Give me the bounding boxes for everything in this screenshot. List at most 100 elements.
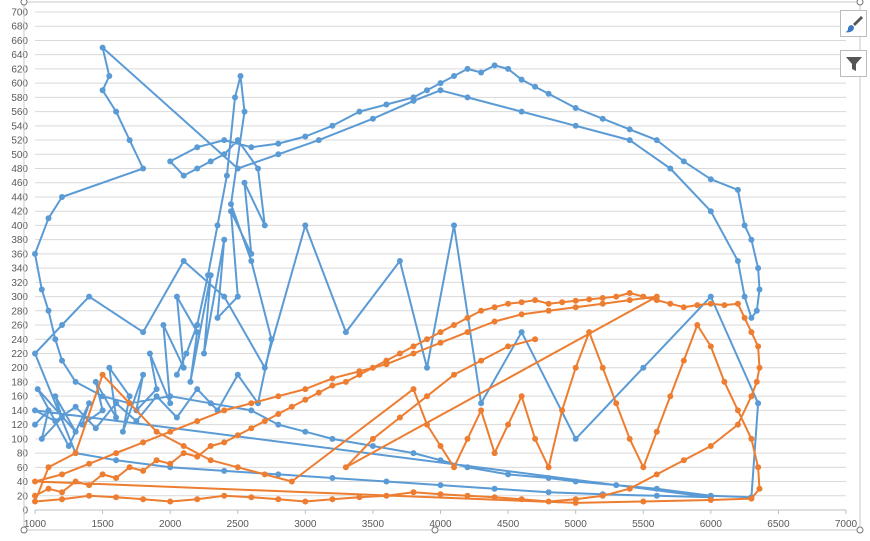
series-1-point (572, 478, 579, 485)
y-tick-label: 140 (11, 406, 28, 417)
series-1-point (356, 108, 363, 115)
series-1-point (167, 400, 174, 407)
series-2-point (599, 300, 606, 307)
series-1-point (315, 137, 322, 144)
series-2-point (329, 496, 336, 503)
series-2-point (721, 302, 728, 309)
series-2-point (478, 307, 485, 314)
series-1-point (52, 418, 59, 425)
y-tick-label: 640 (11, 50, 28, 61)
series-1-point (180, 172, 187, 179)
series-1-point (32, 250, 38, 257)
series-1-point (275, 421, 282, 428)
series-1-point (173, 371, 180, 378)
series-2-point (451, 322, 457, 328)
series-2-point (707, 343, 714, 350)
series-1-point (755, 400, 762, 407)
series-2-point (572, 304, 579, 311)
series-1-point (464, 464, 471, 471)
chart-filters-button[interactable] (840, 50, 867, 77)
series-2-point (653, 293, 660, 300)
series-2-point (626, 485, 633, 492)
series-2-point (653, 428, 660, 435)
series-1-point (228, 208, 234, 215)
series-1-point (113, 400, 120, 407)
series-1-point (255, 165, 261, 172)
series-1-point (532, 83, 539, 90)
series-1-point (221, 467, 228, 474)
series-1-point (396, 258, 403, 264)
chart-styles-button[interactable] (840, 10, 867, 37)
series-2-point (599, 492, 606, 499)
series-1-point (160, 322, 167, 328)
series-1-point (194, 144, 201, 151)
series-1-point (410, 97, 417, 104)
series-2-point (626, 435, 633, 442)
series-2-point (342, 464, 349, 471)
series-1-point (261, 364, 268, 371)
series-2-point (32, 478, 38, 485)
series-2-point (756, 485, 763, 492)
series-2-point (518, 299, 525, 306)
series-2-point (126, 464, 133, 471)
series-2-point (586, 296, 593, 303)
series-2-point (302, 396, 309, 403)
series-2-point (288, 478, 295, 485)
series-1-point (329, 122, 336, 129)
x-tick-label: 5500 (632, 519, 655, 530)
series-2-point (275, 393, 282, 400)
series-2-point (626, 297, 633, 304)
series-1-point (113, 414, 120, 421)
paintbrush-icon (844, 15, 863, 32)
series-1-point (133, 418, 140, 425)
series-2-point (221, 407, 228, 414)
series-1-point (228, 201, 234, 208)
series-2-point (396, 414, 403, 421)
series-1-point (275, 471, 282, 478)
series-2-point (275, 496, 282, 503)
series-1-point (214, 314, 221, 321)
series-1-point (424, 87, 430, 94)
y-tick-label: 400 (11, 221, 28, 232)
series-1-point (207, 400, 214, 407)
series-1-point (410, 450, 417, 457)
series-2-point (113, 450, 120, 457)
series-2-point (329, 375, 336, 382)
y-tick-label: 340 (11, 264, 28, 275)
series-2-line (34, 292, 761, 504)
x-tick-label: 1500 (91, 519, 114, 530)
x-tick-label: 7000 (835, 519, 858, 530)
series-2-point (153, 428, 160, 435)
series-2-point (153, 457, 160, 464)
y-tick-label: 160 (11, 392, 28, 403)
series-1-point (755, 265, 762, 272)
series-1-point (140, 329, 147, 336)
resize-handle (20, 0, 28, 6)
y-tick-label: 20 (17, 491, 29, 502)
series-2-point (545, 464, 552, 471)
series-1-point (32, 421, 38, 428)
series-1-point (437, 87, 444, 94)
series-2-point (707, 497, 714, 503)
series-2-point (491, 304, 498, 311)
series-2-point (599, 364, 606, 371)
y-tick-label: 80 (17, 449, 29, 460)
series-1-point (369, 115, 376, 122)
series-2-point (532, 435, 539, 442)
y-tick-label: 700 (11, 8, 28, 19)
y-tick-label: 220 (11, 349, 28, 360)
y-tick-label: 540 (11, 121, 28, 132)
selection-frame[interactable] (20, 0, 864, 534)
y-tick-label: 200 (11, 363, 28, 374)
series-2-point (86, 492, 93, 499)
series-2-point (755, 343, 762, 350)
series-2-point (545, 498, 552, 505)
series-2-point (572, 364, 579, 371)
series-2-point (464, 492, 471, 499)
y-tick-label: 360 (11, 249, 28, 260)
series-2-point (505, 343, 512, 350)
series-1-point (451, 73, 457, 79)
series-2-point (167, 428, 174, 435)
y-tick-label: 240 (11, 335, 28, 346)
